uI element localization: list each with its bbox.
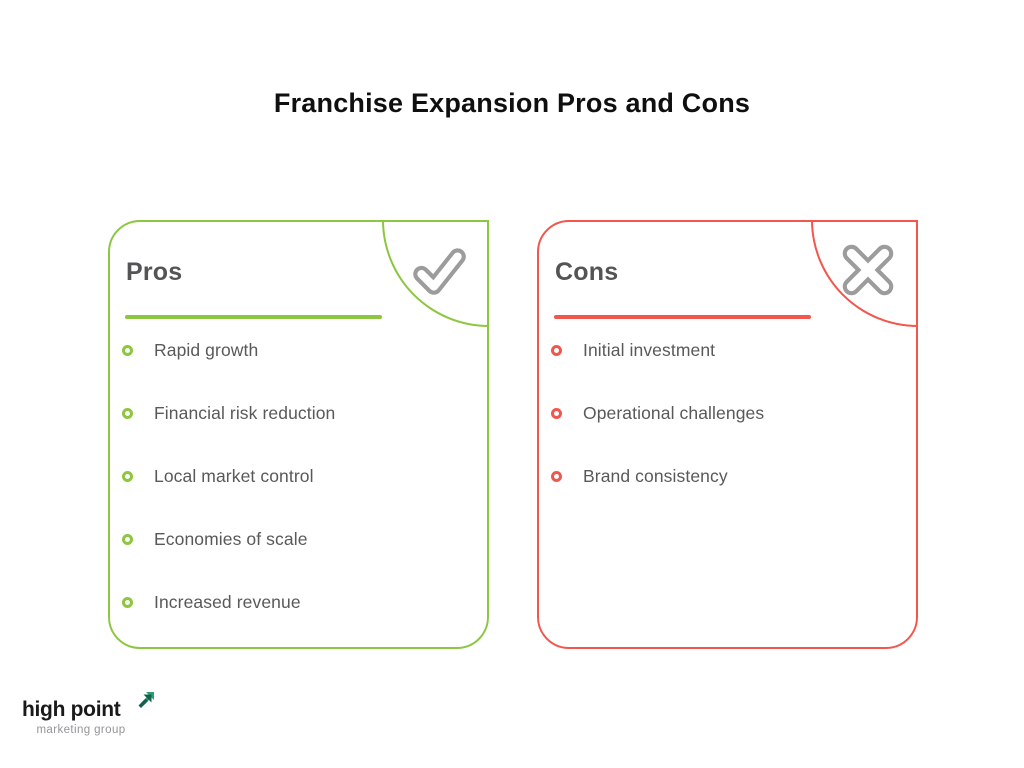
cons-heading: Cons	[555, 258, 619, 286]
pros-heading: Pros	[126, 258, 183, 286]
item-label: Local market control	[154, 465, 314, 486]
item-label: Economies of scale	[154, 528, 308, 549]
logo-tagline: marketing group	[36, 724, 126, 736]
pros-card: Pros Rapid growth Financial risk reducti…	[108, 220, 489, 649]
circle-outline-icon	[122, 407, 133, 419]
circle-outline-icon	[551, 407, 562, 419]
list-item: Brand consistency	[551, 466, 904, 486]
brand-logo: high point marketing group	[22, 692, 154, 736]
circle-outline-icon	[122, 596, 133, 608]
cons-divider	[554, 315, 811, 319]
list-item: Financial risk reduction	[122, 403, 475, 423]
item-label: Brand consistency	[583, 465, 728, 486]
x-icon	[835, 237, 901, 303]
circle-outline-icon	[122, 533, 133, 545]
circle-outline-icon	[122, 344, 133, 356]
logo-wordmark-row: high point	[22, 692, 154, 722]
pros-list: Rapid growth Financial risk reduction Lo…	[122, 340, 475, 655]
list-item: Local market control	[122, 466, 475, 486]
page-title: Franchise Expansion Pros and Cons	[273, 88, 751, 118]
list-item: Initial investment	[551, 340, 904, 360]
item-label: Increased revenue	[154, 591, 301, 612]
list-item: Rapid growth	[122, 340, 475, 360]
cons-list: Initial investment Operational challenge…	[551, 340, 904, 529]
list-item: Increased revenue	[122, 592, 475, 612]
circle-outline-icon	[122, 470, 133, 482]
circle-outline-icon	[551, 344, 562, 356]
item-label: Financial risk reduction	[154, 402, 336, 423]
item-label: Initial investment	[583, 339, 716, 360]
arrow-up-right-icon	[138, 692, 154, 708]
item-label: Rapid growth	[154, 339, 259, 360]
list-item: Economies of scale	[122, 529, 475, 549]
pros-divider	[125, 315, 382, 319]
cons-card: Cons Initial investment Operational chal…	[537, 220, 918, 649]
item-label: Operational challenges	[583, 402, 765, 423]
list-item: Operational challenges	[551, 403, 904, 423]
check-icon	[406, 237, 472, 303]
circle-outline-icon	[551, 470, 562, 482]
logo-wordmark: high point	[22, 698, 121, 721]
